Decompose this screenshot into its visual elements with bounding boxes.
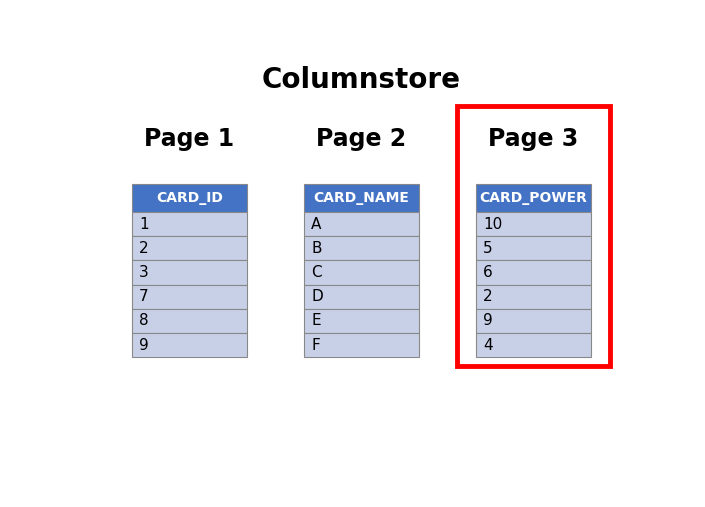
Text: A: A [311,216,321,232]
Text: 6: 6 [483,265,493,280]
FancyBboxPatch shape [476,333,591,357]
Text: 2: 2 [139,241,149,256]
Text: 9: 9 [483,313,493,329]
FancyBboxPatch shape [304,333,419,357]
FancyBboxPatch shape [132,236,247,260]
Text: C: C [311,265,321,280]
Text: Page 3: Page 3 [489,127,579,151]
FancyBboxPatch shape [132,284,247,309]
FancyBboxPatch shape [476,284,591,309]
FancyBboxPatch shape [304,284,419,309]
FancyBboxPatch shape [132,184,247,212]
Text: D: D [311,289,323,304]
Text: Columnstore: Columnstore [262,66,461,94]
Text: F: F [311,338,320,352]
FancyBboxPatch shape [476,260,591,284]
FancyBboxPatch shape [304,236,419,260]
Text: CARD_NAME: CARD_NAME [314,191,409,205]
FancyBboxPatch shape [476,309,591,333]
Text: 7: 7 [139,289,149,304]
FancyBboxPatch shape [476,212,591,236]
FancyBboxPatch shape [304,184,419,212]
FancyBboxPatch shape [304,309,419,333]
FancyBboxPatch shape [304,212,419,236]
FancyBboxPatch shape [476,236,591,260]
Text: B: B [311,241,321,256]
Text: 5: 5 [483,241,493,256]
Text: E: E [311,313,321,329]
Text: 3: 3 [139,265,149,280]
FancyBboxPatch shape [132,212,247,236]
Text: Page 2: Page 2 [317,127,406,151]
FancyBboxPatch shape [132,333,247,357]
Text: CARD_POWER: CARD_POWER [479,191,587,205]
Text: 1: 1 [139,216,149,232]
Text: 4: 4 [483,338,493,352]
FancyBboxPatch shape [132,260,247,284]
Text: Page 1: Page 1 [144,127,234,151]
FancyBboxPatch shape [304,260,419,284]
FancyBboxPatch shape [132,309,247,333]
Text: 10: 10 [483,216,503,232]
Text: 2: 2 [483,289,493,304]
Text: CARD_ID: CARD_ID [156,191,223,205]
FancyBboxPatch shape [476,184,591,212]
Text: 9: 9 [139,338,149,352]
Text: 8: 8 [139,313,149,329]
